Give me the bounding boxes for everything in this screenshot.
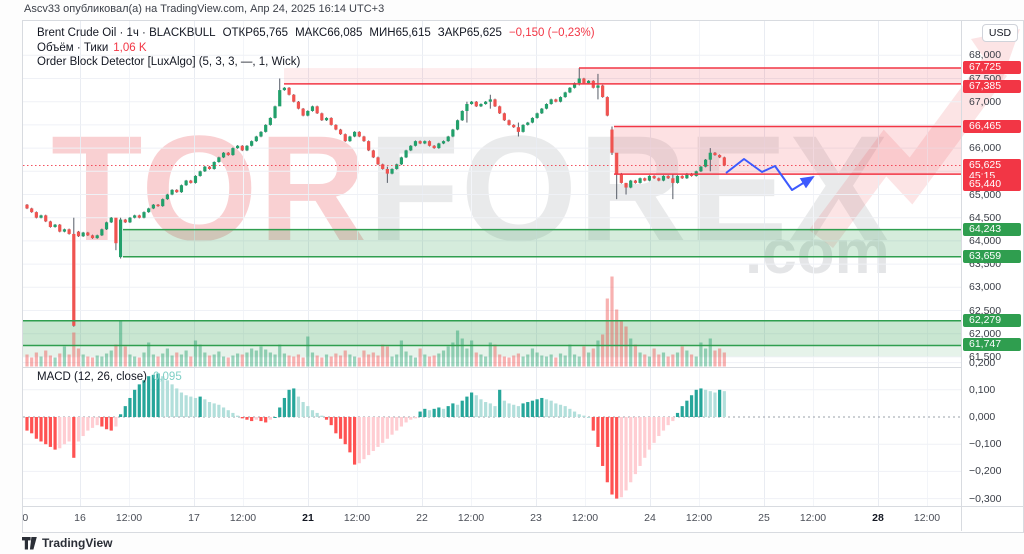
volume-legend-row[interactable]: Объём · Тики 1,06 K <box>37 42 595 56</box>
change-value: −0,150 (−0,23%) <box>508 27 595 39</box>
ohlc-field-value: 65,625 <box>466 27 502 39</box>
time-tick-label: 12:00 <box>457 512 485 524</box>
footer: TradingView <box>22 536 112 550</box>
volume-label: Объём · Тики <box>37 41 109 54</box>
symbol-legend-row[interactable]: Brent Crude Oil · 1ч · BLACKBULL ОТКР65,7… <box>37 27 595 41</box>
time-tick-label: 16 <box>74 512 86 524</box>
time-tick-label: 28 <box>872 512 884 524</box>
price-tick-label: 63,000 <box>969 281 1002 294</box>
macd-tick-label: −0,200 <box>969 465 1002 478</box>
time-tick-label: 24 <box>644 512 656 524</box>
order-block-price-label-green: 63,659 <box>963 249 1021 263</box>
price-tick-label: 68,000 <box>969 49 1002 62</box>
order-block-price-label-green: 61,747 <box>963 338 1021 352</box>
ohlc-field-key: МИН <box>369 27 396 39</box>
volume-value: 1,06 K <box>113 41 147 54</box>
time-tick-label: 12:00 <box>115 512 143 524</box>
order-block-price-label-green: 62,279 <box>963 313 1021 327</box>
macd-tick-label: −0,100 <box>969 438 1002 451</box>
order-block-price-label-green: 64,243 <box>963 222 1021 236</box>
symbol-title: Brent Crude Oil · 1ч · BLACKBULL <box>37 27 216 39</box>
price-tick-label: 66,000 <box>969 142 1002 155</box>
time-tick-label: 12:00 <box>799 512 827 524</box>
publisher-line: Ascv33 опубликовал(а) на TradingView.com… <box>24 3 385 15</box>
price-tick-label: 61,500 <box>969 350 1002 363</box>
time-tick-label: 2:00 <box>22 512 29 524</box>
currency-button[interactable]: USD <box>982 24 1018 42</box>
ohlc-field-value: 66,085 <box>327 27 363 39</box>
ohlc-field-key: ЗАКР <box>437 27 467 39</box>
macd-label: MACD (12, 26, close) <box>37 371 147 383</box>
price-tick-label: 64,500 <box>969 211 1002 224</box>
macd-legend-row[interactable]: MACD (12, 26, close) 0,095 <box>37 371 182 383</box>
macd-tick-label: 0,000 <box>969 411 996 423</box>
price-tick-label: 64,000 <box>969 234 1002 247</box>
time-tick-label: 22 <box>416 512 428 524</box>
indicator-legend-row[interactable]: Order Block Detector [LuxAlgo] (5, 3, 3,… <box>37 56 595 70</box>
ohlc-field-key: МАКС <box>295 27 328 39</box>
bar-countdown: 45:15 <box>969 169 996 182</box>
order-block-price-label-red: 65,440 <box>963 178 1021 192</box>
ohlc-field-value: 65,615 <box>395 27 431 39</box>
chart-plot[interactable] <box>23 21 961 506</box>
time-tick-label: 12:00 <box>229 512 257 524</box>
time-tick-label: 12:00 <box>685 512 713 524</box>
indicator-label: Order Block Detector [LuxAlgo] (5, 3, 3,… <box>37 56 301 68</box>
macd-value: 0,095 <box>152 371 182 383</box>
time-tick-label: 25 <box>758 512 770 524</box>
price-tick-label: 67,000 <box>969 95 1002 108</box>
time-tick-label: 17 <box>188 512 200 524</box>
price-tick-label: 65,000 <box>969 188 1002 201</box>
axis-corner <box>961 506 1023 531</box>
macd-tick-label: 0,100 <box>969 383 996 396</box>
time-tick-label: 12:00 <box>571 512 599 524</box>
price-tick-label: 62,500 <box>969 304 1002 317</box>
price-axis[interactable]: USD 68,00067,50067,00066,50066,00065,500… <box>961 21 1023 506</box>
order-block-price-label-red: 67,385 <box>963 79 1021 93</box>
ohlc-field-key: ОТКР <box>222 27 253 39</box>
time-tick-label: 21 <box>302 512 314 524</box>
time-tick-label: 12:00 <box>913 512 941 524</box>
time-tick-label: 23 <box>530 512 542 524</box>
time-tick-label: 12:00 <box>343 512 371 524</box>
chart-legend: Brent Crude Oil · 1ч · BLACKBULL ОТКР65,7… <box>37 27 595 71</box>
order-block-price-label-red: 67,725 <box>963 61 1021 75</box>
tradingview-logo-text[interactable]: TradingView <box>42 536 113 550</box>
tradingview-logo-icon[interactable] <box>22 536 37 550</box>
chart-card: TORFOREX .com Brent Crude Oil · 1ч · BLA… <box>22 20 1024 533</box>
order-block-price-label-red: 66,465 <box>963 119 1021 133</box>
macd-tick-label: −0,300 <box>969 492 1002 505</box>
time-axis[interactable]: 2:00 16 12:00 17 12:00 21 12:00 22 12:00 23 12:00 2… <box>23 506 961 531</box>
price-tick-label: 62,000 <box>969 327 1002 340</box>
ohlc-values: ОТКР65,765 МАКС66,085 МИН65,615 ЗАКР65,625 <box>216 27 502 39</box>
ohlc-field-value: 65,765 <box>252 27 289 39</box>
macd-tick-label: 0,200 <box>969 356 996 369</box>
